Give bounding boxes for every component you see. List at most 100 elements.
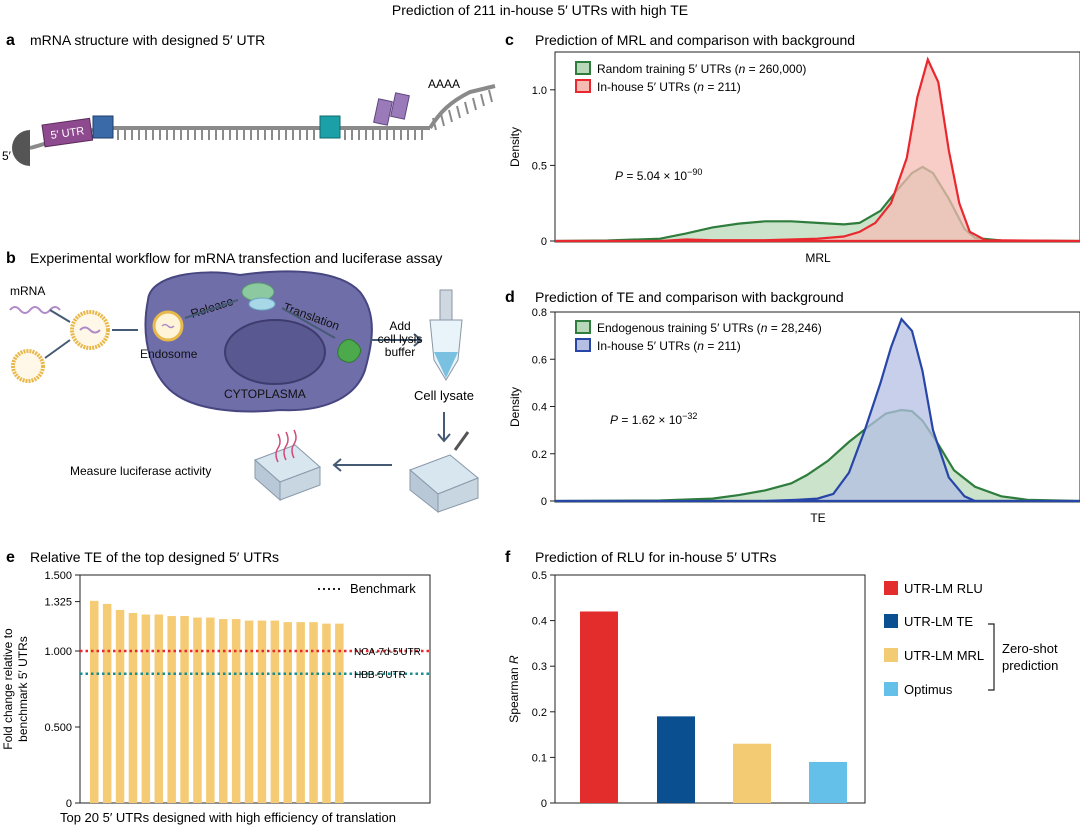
f-legend-swatch (884, 581, 898, 595)
zero-shot-bracket (988, 623, 995, 691)
c-ytick-label: 0 (541, 236, 547, 248)
c-ytick-label: 1.0 (532, 85, 547, 97)
panel-c-series-inhouse (555, 56, 1080, 243)
e-ytick-label: 0 (66, 798, 72, 810)
panel-d-series-inhouse (555, 317, 1080, 503)
panel-d-legend-endogenous: Endogenous training 5′ UTRs (n = 28,246) (597, 321, 822, 335)
e-bar (128, 613, 138, 803)
multipipette-icon (453, 431, 470, 451)
panel-c-title: Prediction of MRL and comparison with ba… (535, 32, 855, 48)
f-legend-swatch (884, 682, 898, 696)
plate-front-left (279, 466, 321, 501)
d-ytick-label: 0 (541, 496, 547, 508)
f-legend-label: UTR-LM RLU (904, 581, 983, 596)
arrow-left-head (332, 458, 342, 472)
arrow-1 (49, 309, 71, 323)
panel-d-yticks: 0 0.2 0.4 0.6 0.8 (532, 307, 555, 508)
panel-f-frame (554, 574, 866, 804)
f-bar (733, 743, 771, 803)
panel-d-ylabel: Density (508, 387, 522, 427)
f-legend-label: UTR-LM MRL (904, 648, 984, 663)
f-bar (657, 716, 695, 803)
panel-b-title: Experimental workflow for mRNA transfect… (30, 250, 442, 266)
e-bar (193, 617, 202, 803)
e-bar (90, 600, 99, 803)
e-bar (102, 603, 112, 803)
panel-c-legend-inhouse: In-house 5′ UTRs (n = 211) (597, 80, 741, 94)
e-bar (283, 622, 292, 803)
zero-shot-label-1: Zero-shot (1002, 641, 1058, 656)
panel-c-xlabel: MRL (805, 251, 831, 265)
nucleus (224, 319, 326, 385)
utr3-box-1 (373, 98, 393, 126)
panel-c: c Prediction of MRL and comparison with … (505, 32, 1080, 265)
d-ytick-label: 0.4 (532, 402, 547, 414)
f-ytick-label: 0.4 (532, 616, 547, 628)
panel-a-title: mRNA structure with designed 5′ UTR (30, 32, 265, 48)
e-bar (141, 614, 151, 803)
e-bar (154, 614, 163, 803)
e-bar (244, 620, 254, 803)
arrow-down-head (437, 433, 451, 443)
add-line-2: cell lysis (378, 332, 423, 346)
panel-f-letter: f (505, 549, 511, 566)
cap-icon (12, 130, 30, 166)
e-bar (322, 623, 331, 803)
panel-f-legend: UTR-LM RLU UTR-LM TE UTR-LM MRL Optimus (884, 581, 984, 697)
panel-e-legend: Benchmark (350, 581, 416, 596)
release-arrow (184, 299, 239, 319)
panel-e-ylabel-2: benchmark 5′ UTRs (16, 636, 30, 742)
utr-block: 5′ UTR (41, 117, 94, 148)
panel-d-legend-swatch-endogenous (575, 320, 591, 334)
zero-shot-label-2: prediction (1002, 658, 1058, 673)
e-bar (219, 619, 228, 803)
panel-c-pvalue: P = 5.04 × 10−90 (615, 167, 702, 183)
start-codon-box (92, 115, 114, 139)
panel-c-legend: Random training 5′ UTRs (n = 260,000) In… (575, 61, 806, 94)
e-bar (335, 623, 344, 803)
panel-d-letter: d (505, 289, 515, 306)
panel-e-ylabel-1: Fold change relative to (1, 628, 15, 750)
figure-title: Prediction of 211 in-house 5′ UTRs with … (392, 2, 688, 18)
f-legend-label: Optimus (904, 682, 953, 697)
add-line-1: Add (389, 319, 410, 333)
panel-d-legend-swatch-inhouse (575, 338, 591, 352)
stop-codon-box (319, 115, 341, 139)
e-ytick-label: 1.500 (44, 570, 72, 582)
five-prime-label: 5′ (2, 149, 12, 163)
plate-front-right (437, 477, 479, 513)
e-bar (206, 617, 215, 803)
panel-d-pvalue: P = 1.62 × 10−32 (610, 411, 697, 427)
panel-e-title: Relative TE of the top designed 5′ UTRs (30, 549, 279, 565)
f-ytick-label: 0.1 (532, 752, 547, 764)
panel-c-legend-swatch-random (575, 61, 591, 75)
panel-d-legend-inhouse: In-house 5′ UTRs (n = 211) (597, 339, 741, 353)
panel-e-frame (79, 574, 431, 804)
panel-e-bars (90, 600, 344, 803)
luminescence-icon (275, 429, 297, 463)
e-bar (309, 622, 318, 803)
panel-e-xlabel: Top 20 5′ UTRs designed with high effici… (60, 810, 396, 825)
endosome-label: Endosome (140, 347, 198, 361)
mrna-tail (428, 84, 496, 130)
d-ytick-label: 0.2 (532, 449, 547, 461)
e-bar (296, 622, 305, 803)
mrna-label: mRNA (10, 284, 45, 298)
utr-label: 5′ UTR (50, 125, 85, 142)
panel-f-title: Prediction of RLU for in-house 5′ UTRs (535, 549, 777, 565)
cytoplasma-label: CYTOPLASMA (224, 387, 306, 401)
panel-d-xlabel: TE (810, 511, 825, 525)
panel-a-letter: a (6, 32, 15, 49)
ribosome-small-icon (248, 297, 276, 311)
d-ytick-label: 0.6 (532, 354, 547, 366)
d-ytick-label: 0.8 (532, 307, 547, 319)
tube-icon (429, 319, 463, 381)
panel-b-letter: b (6, 250, 16, 267)
encapsulated-mrna-icon (79, 326, 101, 334)
e-ytick-label: 0.500 (44, 722, 72, 734)
endosome-mrna-icon (161, 323, 175, 329)
panel-a: a mRNA structure with designed 5′ UTR 5′… (2, 32, 496, 166)
panel-c-ylabel: Density (508, 127, 522, 167)
utr3-box-2 (390, 92, 410, 120)
f-legend-swatch (884, 614, 898, 628)
